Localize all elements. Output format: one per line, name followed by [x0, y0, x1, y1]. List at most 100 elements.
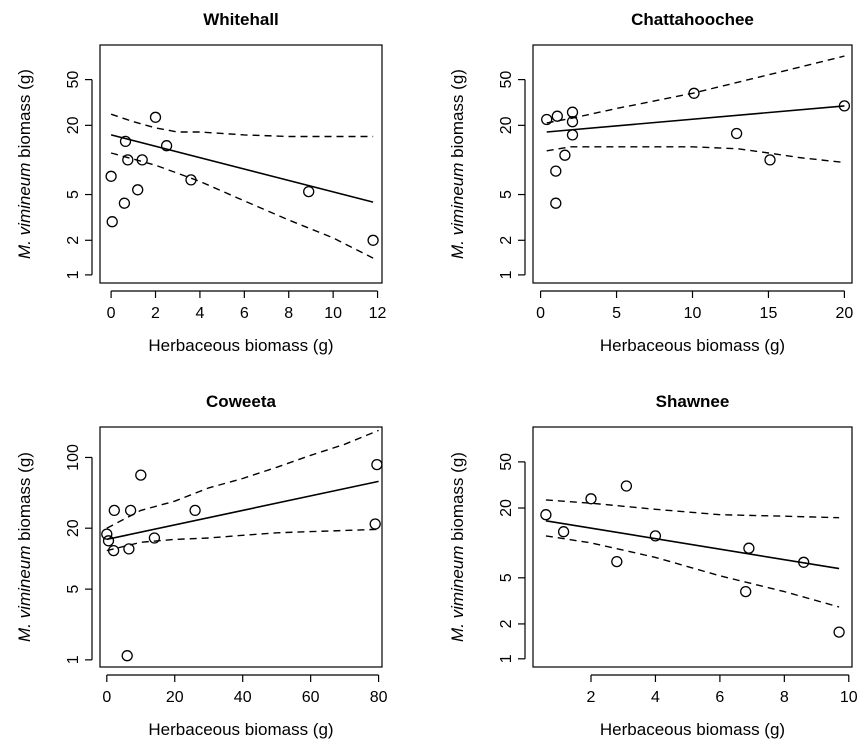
y-axis-label-unit: biomass (g): [15, 452, 34, 546]
x-tick-label: 6: [715, 689, 724, 706]
plot-frame: [99, 44, 383, 284]
regression-line: [546, 105, 845, 133]
data-point: [105, 170, 117, 182]
data-point: [149, 111, 162, 123]
data-point: [550, 165, 562, 177]
data-point: [124, 504, 137, 517]
regression-line: [545, 520, 840, 570]
data-point: [148, 532, 161, 544]
data-point: [649, 530, 662, 542]
lower-confidence-line: [546, 146, 845, 164]
upper-confidence-line: [546, 55, 845, 124]
y-tick-label: 100: [65, 444, 82, 471]
y-tick-label: 20: [65, 116, 82, 134]
x-tick-label: 4: [195, 305, 204, 322]
x-tick-label: 10: [324, 305, 342, 322]
x-tick-label: 20: [836, 305, 854, 322]
y-axis-label-species: M. vimineum: [15, 546, 34, 642]
chart-title: Whitehall: [203, 10, 279, 29]
data-point: [743, 542, 755, 554]
x-tick-label: 0: [102, 689, 111, 706]
upper-confidence-line: [106, 429, 379, 529]
y-tick-label: 20: [498, 116, 515, 134]
data-point: [540, 509, 552, 521]
data-point: [121, 650, 133, 662]
chart-title: Chattahoochee: [631, 10, 754, 29]
x-tick-label: 0: [536, 305, 545, 322]
data-point: [551, 110, 563, 122]
data-point: [118, 197, 131, 209]
y-tick-label: 50: [65, 71, 82, 89]
y-axis-label-species: M. vimineum: [448, 546, 467, 642]
y-tick-label: 1: [65, 270, 82, 279]
x-tick-label: 8: [284, 305, 293, 322]
data-point: [559, 149, 571, 161]
x-axis-label: Herbaceous biomass (g): [600, 336, 785, 355]
data-point: [367, 234, 379, 246]
x-tick-label: 15: [760, 305, 778, 322]
data-point: [369, 518, 381, 530]
y-tick-label: 2: [498, 619, 515, 628]
x-axis-label: Herbaceous biomass (g): [148, 720, 333, 739]
x-tick-label: 40: [234, 689, 252, 706]
x-tick-label: 20: [166, 689, 184, 706]
chart-title: Shawnee: [656, 392, 730, 411]
y-axis-label: M. vimineum biomass (g): [448, 452, 467, 642]
y-tick-label: 5: [498, 573, 515, 582]
data-point: [620, 480, 633, 492]
data-point: [611, 555, 623, 568]
data-point: [189, 504, 201, 517]
x-tick-label: 8: [780, 689, 789, 706]
y-tick-label: 20: [498, 499, 515, 517]
plot-frame: [532, 44, 853, 284]
x-tick-label: 60: [302, 689, 320, 706]
y-axis-label: M. vimineum biomass (g): [15, 69, 34, 259]
data-point: [541, 113, 553, 126]
data-point: [833, 626, 845, 638]
data-point: [557, 526, 570, 538]
x-tick-label: 2: [151, 305, 160, 322]
chart-title: Coweeta: [206, 392, 276, 411]
data-point: [101, 528, 113, 540]
x-tick-label: 10: [840, 689, 858, 706]
data-point: [764, 154, 776, 166]
data-point: [740, 585, 752, 598]
data-point: [107, 544, 120, 557]
data-point: [102, 535, 115, 547]
y-tick-label: 5: [498, 190, 515, 199]
y-axis-label-unit: biomass (g): [15, 69, 34, 163]
data-point: [123, 543, 135, 555]
lower-confidence-line: [106, 528, 379, 552]
data-point: [371, 458, 383, 471]
y-axis-label: M. vimineum biomass (g): [448, 69, 467, 259]
y-tick-label: 2: [65, 236, 82, 245]
data-point: [566, 116, 579, 128]
x-tick-label: 5: [612, 305, 621, 322]
y-axis-label: M. vimineum biomass (g): [15, 452, 34, 642]
data-point: [838, 100, 851, 112]
x-tick-label: 0: [107, 305, 116, 322]
x-tick-label: 4: [651, 689, 660, 706]
data-point: [550, 197, 562, 209]
x-tick-label: 10: [684, 305, 702, 322]
y-tick-label: 50: [498, 71, 515, 89]
x-axis-label: Herbaceous biomass (g): [148, 336, 333, 355]
y-tick-label: 5: [65, 190, 82, 199]
data-point: [585, 493, 597, 505]
data-point: [135, 469, 147, 481]
y-tick-label: 50: [498, 453, 515, 471]
plot-frame: [532, 426, 853, 668]
y-axis-label-species: M. vimineum: [15, 163, 34, 259]
y-axis-label-unit: biomass (g): [448, 452, 467, 546]
data-point: [303, 185, 315, 198]
y-axis-label-unit: biomass (g): [448, 69, 467, 163]
y-tick-label: 5: [65, 585, 82, 594]
y-tick-label: 2: [498, 236, 515, 245]
data-point: [132, 184, 144, 196]
x-tick-label: 2: [587, 689, 596, 706]
chart-panel: Coweeta 0 20 40 60 80 Herbaceous biomass (g) 1 5…: [15, 392, 388, 739]
data-point: [730, 127, 743, 140]
x-axis-label: Herbaceous biomass (g): [600, 720, 785, 739]
